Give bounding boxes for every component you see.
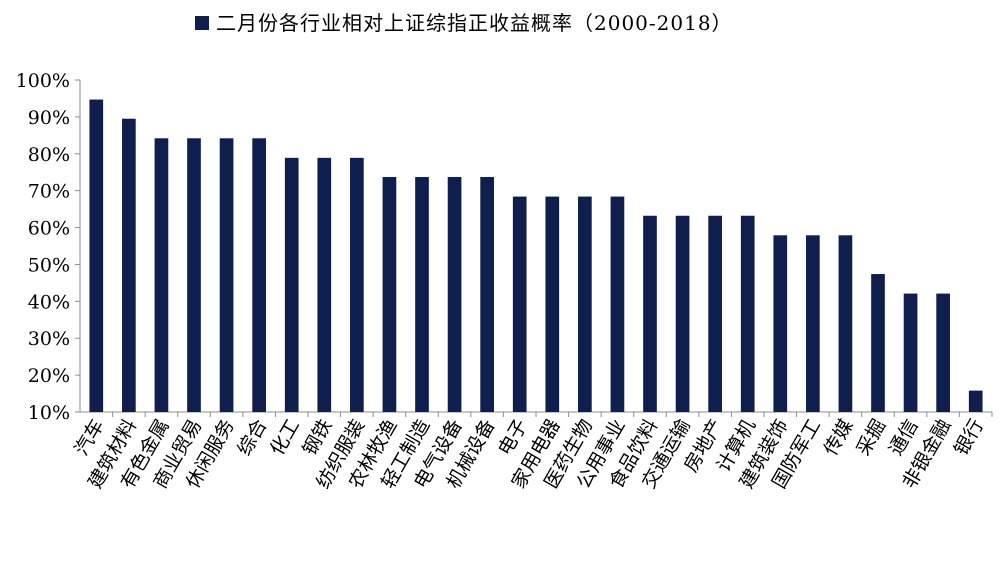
bar [740, 215, 755, 412]
x-tick-label: 化工 [266, 416, 304, 460]
bar [610, 196, 625, 412]
bar [806, 235, 820, 412]
bar [350, 157, 364, 412]
y-tick-label: 80% [28, 144, 70, 166]
bar [122, 118, 136, 412]
bar [545, 196, 560, 412]
bar [187, 138, 201, 413]
bar [838, 235, 853, 412]
bar [89, 99, 104, 412]
bar [675, 215, 690, 412]
y-tick-label: 90% [28, 107, 70, 129]
y-tick-label: 30% [28, 328, 70, 350]
bar [415, 177, 429, 412]
y-tick-label: 20% [28, 365, 70, 387]
bar [578, 196, 592, 412]
x-tick-label: 银行 [950, 416, 988, 460]
bar [154, 138, 169, 413]
y-tick-label: 50% [28, 254, 70, 276]
bar [643, 215, 657, 412]
legend-swatch [195, 16, 209, 30]
x-tick-label: 传媒 [820, 416, 858, 460]
bar [773, 235, 788, 412]
bar [871, 274, 885, 412]
y-tick-label: 70% [28, 181, 70, 203]
bar [903, 293, 918, 412]
bar [382, 177, 397, 412]
bar [480, 177, 494, 412]
bar [284, 157, 299, 412]
y-tick-label: 100% [16, 70, 70, 92]
y-tick-label: 10% [28, 402, 70, 424]
x-axis: 汽车建筑材料有色金属商业贸易休闲服务综合化工钢铁纺织服装农林牧渔轻工制造电气设备… [71, 411, 993, 492]
x-tick-label: 采掘 [852, 416, 890, 460]
bar [219, 138, 234, 413]
y-axis: 10% 20% 30% 40% 50% 60% 70% 80% 90% 100% [16, 70, 81, 424]
bar [252, 138, 266, 413]
bar [317, 157, 332, 412]
bars [89, 99, 983, 413]
bar [447, 177, 462, 412]
legend: 二月份各行业相对上证综指正收益概率（2000-2018） [195, 11, 733, 35]
y-tick-label: 60% [28, 218, 70, 240]
bar [968, 390, 983, 412]
bar [936, 293, 950, 412]
bar [512, 196, 527, 412]
chart-title: 二月份各行业相对上证综指正收益概率（2000-2018） [216, 11, 733, 35]
y-tick-label: 40% [28, 291, 70, 313]
x-tick-label: 综合 [233, 416, 271, 460]
bar [708, 215, 722, 412]
